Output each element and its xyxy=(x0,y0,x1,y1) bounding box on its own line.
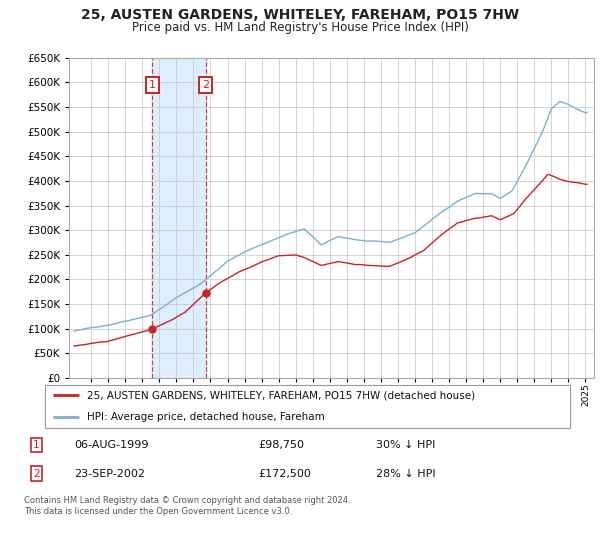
Text: 23-SEP-2002: 23-SEP-2002 xyxy=(74,469,145,479)
Text: 30% ↓ HPI: 30% ↓ HPI xyxy=(376,440,435,450)
Text: 1: 1 xyxy=(149,80,156,90)
Text: 25, AUSTEN GARDENS, WHITELEY, FAREHAM, PO15 7HW: 25, AUSTEN GARDENS, WHITELEY, FAREHAM, P… xyxy=(81,8,519,22)
Text: £172,500: £172,500 xyxy=(259,469,311,479)
Bar xyxy=(152,58,206,378)
Text: 06-AUG-1999: 06-AUG-1999 xyxy=(74,440,149,450)
Text: £98,750: £98,750 xyxy=(259,440,304,450)
Text: HPI: Average price, detached house, Fareham: HPI: Average price, detached house, Fare… xyxy=(87,412,325,422)
Text: 1: 1 xyxy=(33,440,40,450)
Text: 2: 2 xyxy=(33,469,40,479)
Text: Price paid vs. HM Land Registry's House Price Index (HPI): Price paid vs. HM Land Registry's House … xyxy=(131,21,469,34)
Text: Contains HM Land Registry data © Crown copyright and database right 2024.
This d: Contains HM Land Registry data © Crown c… xyxy=(24,496,350,516)
FancyBboxPatch shape xyxy=(44,385,571,428)
Text: 25, AUSTEN GARDENS, WHITELEY, FAREHAM, PO15 7HW (detached house): 25, AUSTEN GARDENS, WHITELEY, FAREHAM, P… xyxy=(87,390,475,400)
Text: 2: 2 xyxy=(202,80,209,90)
Text: 28% ↓ HPI: 28% ↓ HPI xyxy=(376,469,435,479)
